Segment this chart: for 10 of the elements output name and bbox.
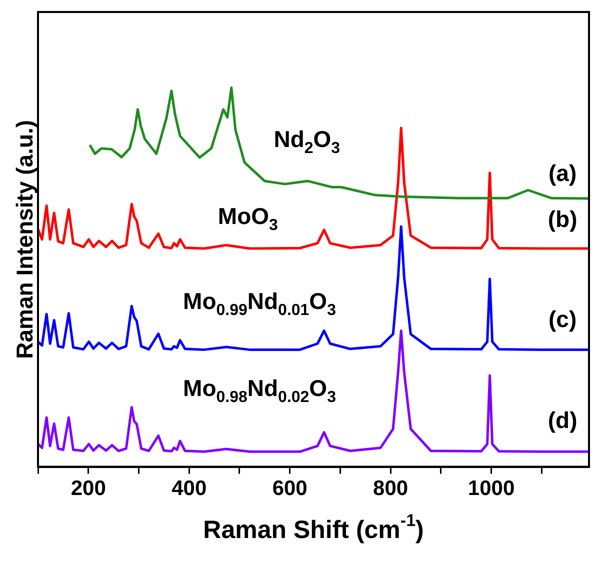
annotation: (a) [548,160,577,186]
annotation: (b) [548,206,578,232]
x-tick-label: 800 [373,477,408,500]
x-tick-label: 200 [70,477,106,500]
x-tick-label: 600 [272,477,308,500]
annotation: (c) [548,306,577,332]
x-tick-label: 1000 [468,477,515,500]
y-axis-title: Raman Intensity (a.u.) [11,120,38,359]
annotation: (d) [548,406,578,433]
x-tick-label: 400 [172,477,207,500]
